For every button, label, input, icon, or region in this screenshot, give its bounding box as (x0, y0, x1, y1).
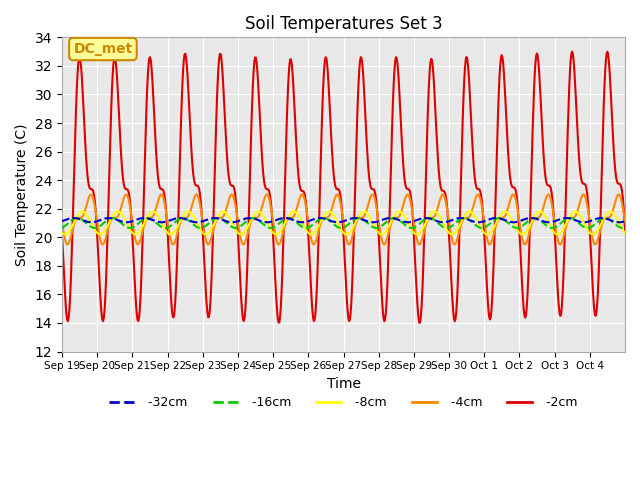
Legend:  -32cm,  -16cm,  -8cm,  -4cm,  -2cm: -32cm, -16cm, -8cm, -4cm, -2cm (104, 391, 582, 414)
X-axis label: Time: Time (326, 377, 360, 391)
Y-axis label: Soil Temperature (C): Soil Temperature (C) (15, 123, 29, 266)
Title: Soil Temperatures Set 3: Soil Temperatures Set 3 (244, 15, 442, 33)
Text: DC_met: DC_met (74, 42, 132, 56)
